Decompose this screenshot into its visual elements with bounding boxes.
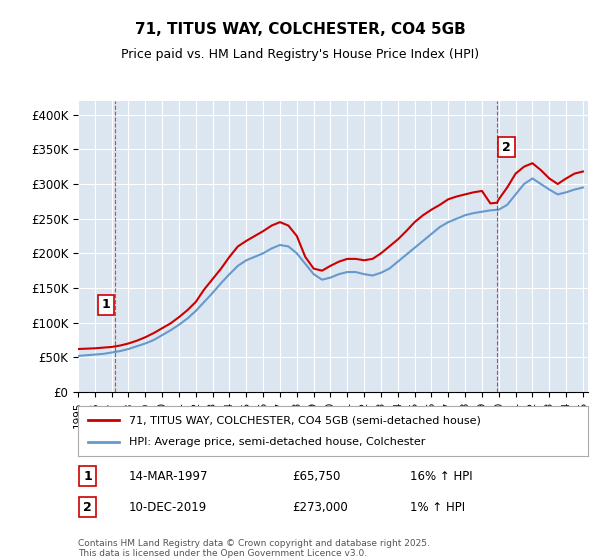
Text: 16% ↑ HPI: 16% ↑ HPI (409, 470, 472, 483)
Text: 1% ↑ HPI: 1% ↑ HPI (409, 501, 464, 514)
Text: 2: 2 (502, 141, 511, 154)
Text: 71, TITUS WAY, COLCHESTER, CO4 5GB (semi-detached house): 71, TITUS WAY, COLCHESTER, CO4 5GB (semi… (129, 415, 481, 425)
Text: HPI: Average price, semi-detached house, Colchester: HPI: Average price, semi-detached house,… (129, 437, 425, 447)
Text: 71, TITUS WAY, COLCHESTER, CO4 5GB: 71, TITUS WAY, COLCHESTER, CO4 5GB (134, 22, 466, 38)
Text: £65,750: £65,750 (292, 470, 341, 483)
Text: 1: 1 (101, 298, 110, 311)
Text: 14-MAR-1997: 14-MAR-1997 (129, 470, 209, 483)
Text: £273,000: £273,000 (292, 501, 348, 514)
Text: 1: 1 (83, 470, 92, 483)
Text: Price paid vs. HM Land Registry's House Price Index (HPI): Price paid vs. HM Land Registry's House … (121, 48, 479, 60)
Text: 10-DEC-2019: 10-DEC-2019 (129, 501, 207, 514)
Text: Contains HM Land Registry data © Crown copyright and database right 2025.
This d: Contains HM Land Registry data © Crown c… (78, 539, 430, 558)
Text: 2: 2 (83, 501, 92, 514)
